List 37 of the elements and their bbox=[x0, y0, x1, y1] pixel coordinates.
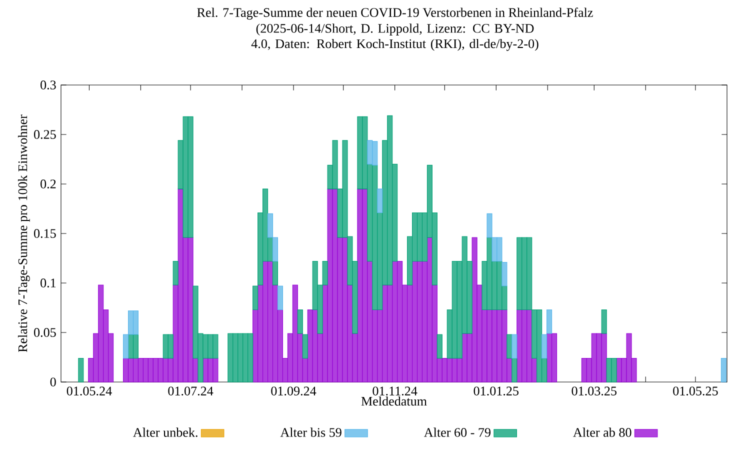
legend-label: Alter 60 - 79 bbox=[424, 428, 490, 437]
y-tick-label: 0.05 bbox=[34, 328, 56, 337]
legend-label: Alter ab 80 bbox=[573, 428, 632, 437]
bar bbox=[506, 334, 512, 359]
y-tick-label: 0.3 bbox=[40, 80, 56, 90]
bar bbox=[512, 358, 518, 382]
y-axis-title: Relative 7-Tage-Summe pro 100k Einwohner bbox=[18, 114, 30, 352]
bar bbox=[272, 260, 278, 286]
x-axis-title: Meldedatum bbox=[361, 396, 427, 406]
bar bbox=[436, 334, 442, 359]
bar bbox=[228, 333, 234, 382]
x-tick-label: 01.01.25 bbox=[474, 386, 518, 396]
bar bbox=[720, 358, 726, 382]
bar bbox=[123, 358, 129, 382]
x-tick-label: 01.05.25 bbox=[673, 386, 718, 396]
y-tick-label: 0.2 bbox=[40, 180, 56, 188]
chart-title: Rel. 7-Tage-Summe der neuen COVID-19 Verstorbenen in Rheinland-Pfalz bbox=[197, 8, 593, 20]
y-tick-label: 0.25 bbox=[34, 130, 56, 139]
bar bbox=[512, 334, 518, 359]
bar bbox=[516, 237, 522, 310]
bar bbox=[601, 309, 607, 334]
y-tick-label: 0.1 bbox=[40, 278, 56, 288]
y-tick-label: 0.15 bbox=[34, 229, 56, 238]
bar bbox=[132, 334, 138, 359]
legend-label: Alter bis 59 bbox=[280, 428, 342, 437]
bar bbox=[377, 188, 383, 213]
bar bbox=[277, 286, 283, 310]
chart-subtitle: (2025-06-14/Short, D. Lippold, Lizenz: CC BY-ND 4.0, Daten: Robert Koch-Institut (RKI), dl-de/by-2-0) bbox=[251, 24, 538, 51]
bar bbox=[172, 260, 178, 286]
legend-label: Alter unbek. bbox=[133, 428, 198, 437]
x-tick-label: 01.07.24 bbox=[168, 386, 214, 396]
y-tick-label: 0 bbox=[50, 378, 56, 386]
x-tick-label: 01.05.24 bbox=[66, 386, 112, 396]
x-tick-label: 01.09.24 bbox=[271, 386, 316, 396]
x-tick-label: 01.11.24 bbox=[372, 386, 418, 396]
x-tick-label: 01.03.25 bbox=[572, 386, 616, 396]
bar bbox=[78, 358, 84, 382]
